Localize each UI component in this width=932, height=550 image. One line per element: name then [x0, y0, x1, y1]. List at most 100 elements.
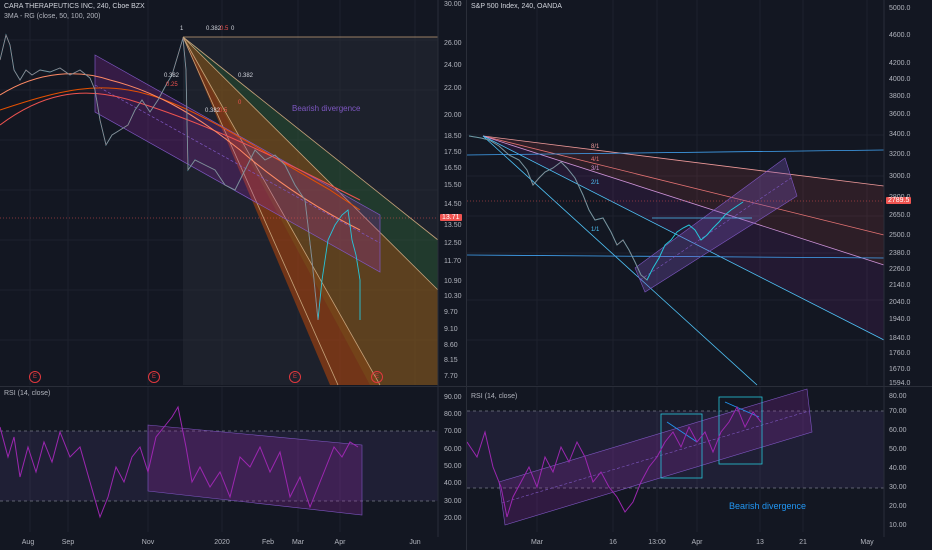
y-tick: 3200.0: [889, 151, 911, 158]
y-tick: 2380.0: [889, 250, 911, 257]
x-tick: Jun: [409, 539, 421, 546]
y-tick: 3600.0: [889, 111, 911, 118]
y-tick: 9.10: [444, 326, 458, 333]
left-chart-title: CARA THERAPEUTICS INC, 240, Cboe BZX: [4, 3, 145, 10]
x-tick: Nov: [141, 539, 155, 546]
fib-label: 0.382: [238, 73, 254, 79]
fib-label: 0.5: [220, 26, 229, 32]
rsi-box-1: [660, 413, 703, 479]
rsi-tick: 30.00: [889, 484, 907, 491]
rsi-tick: 90.00: [444, 394, 462, 401]
y-tick: 2260.0: [889, 266, 911, 273]
right-price-plot[interactable]: [467, 0, 932, 390]
y-tick: 4600.0: [889, 32, 911, 39]
left-rsi-plot[interactable]: [0, 387, 466, 537]
left-price-plot[interactable]: [0, 0, 466, 390]
left-range-box: [183, 37, 438, 385]
rsi-tick: 30.00: [444, 498, 462, 505]
y-tick: 2500.0: [889, 232, 911, 239]
y-tick: 20.00: [444, 112, 462, 119]
y-tick: 1594.0: [889, 380, 911, 387]
y-tick: 2650.0: [889, 212, 911, 219]
y-tick: 9.70: [444, 309, 458, 316]
fib-label: 0: [238, 100, 242, 106]
y-tick: 11.70: [444, 258, 461, 265]
earnings-marker[interactable]: E: [371, 371, 383, 383]
y-tick: 16.50: [444, 165, 462, 172]
y-tick: 2040.0: [889, 299, 911, 306]
right-rsi-title: RSI (14, close): [471, 393, 518, 400]
fan-label: 4/1: [591, 157, 600, 163]
y-tick: 3000.0: [889, 173, 911, 180]
y-tick: 10.90: [444, 278, 462, 285]
rsi-band: [0, 431, 438, 501]
rsi-tick: 10.00: [889, 522, 907, 529]
rsi-tick: 20.00: [444, 515, 462, 522]
y-tick: 26.00: [444, 40, 462, 47]
y-tick: 1840.0: [889, 335, 911, 342]
earnings-marker[interactable]: E: [289, 371, 301, 383]
fib-label: 0.382: [164, 73, 180, 79]
left-indicator-label: 3MA - RG (close, 50, 100, 200): [4, 13, 101, 20]
left-last-price-tag: 13.71: [440, 214, 462, 221]
rsi-tick: 50.00: [889, 446, 907, 453]
y-tick: 12.50: [444, 240, 462, 247]
x-tick: Mar: [530, 539, 544, 546]
x-tick: Feb: [261, 539, 275, 546]
y-tick: 17.50: [444, 149, 462, 156]
right-bearish-annotation: Bearish divergence: [729, 501, 807, 511]
fib-label: 0.382: [206, 26, 222, 32]
y-tick: 7.70: [444, 373, 458, 380]
fan-label: 3/1: [591, 166, 600, 172]
rsi-tick: 20.00: [889, 503, 907, 510]
x-tick: Sep: [61, 539, 75, 546]
fib-label: 1: [180, 26, 184, 32]
earnings-marker[interactable]: E: [29, 371, 41, 383]
fib-label: 0.25: [166, 82, 178, 88]
x-tick: Mar: [291, 539, 305, 546]
y-tick: 18.50: [444, 133, 462, 140]
y-tick: 3400.0: [889, 131, 911, 138]
y-tick: 8.15: [444, 357, 458, 364]
rsi-tick: 80.00: [444, 411, 462, 418]
rsi-divergence-channel: [147, 424, 363, 516]
rsi-box-2: [718, 396, 763, 465]
y-tick: 13.50: [444, 222, 462, 229]
price-line-red: [0, 34, 319, 321]
rsi-tick: 50.00: [444, 463, 462, 470]
right-chart-title: S&P 500 Index, 240, OANDA: [471, 3, 562, 10]
channel-mid: [94, 84, 381, 244]
y-tick: 1940.0: [889, 316, 911, 323]
fan-green: [183, 37, 438, 385]
earnings-marker[interactable]: E: [148, 371, 160, 383]
y-tick: 8.60: [444, 342, 458, 349]
rsi-tick: 60.00: [889, 427, 907, 434]
y-tick: 15.50: [444, 182, 462, 189]
fan-label: 8/1: [591, 144, 600, 150]
rsi-tick: 70.00: [889, 408, 907, 415]
rsi-tick: 40.00: [444, 480, 462, 487]
y-tick: 2140.0: [889, 282, 911, 289]
ma-100: [0, 92, 361, 201]
fib-label: 0.5: [219, 108, 228, 114]
y-tick: 4000.0: [889, 76, 911, 83]
x-tick: 16: [609, 539, 617, 546]
fan-orange: [183, 37, 438, 385]
right-last-price-tag: 2789.5: [886, 197, 912, 204]
y-tick: 14.50: [444, 201, 462, 208]
y-tick: 24.00: [444, 62, 462, 69]
x-tick: Aug: [21, 539, 35, 546]
x-tick: 13:00: [648, 539, 666, 546]
y-tick: 3800.0: [889, 93, 911, 100]
y-tick: 1760.0: [889, 350, 911, 357]
x-tick: Apr: [334, 539, 346, 546]
fan-label: 2/1: [591, 180, 600, 186]
right-rsi-plot[interactable]: [467, 387, 932, 537]
rsi-tick: 70.00: [444, 428, 462, 435]
rsi-tick: 80.00: [889, 393, 907, 400]
fan-label: 1/1: [591, 227, 600, 233]
right-chart-pane[interactable]: S&P 500 Index, 240, OANDA 8/1 4/1 3/1 2/…: [467, 0, 932, 550]
y-tick: 22.00: [444, 85, 462, 92]
left-chart-pane[interactable]: CARA THERAPEUTICS INC, 240, Cboe BZX 3MA…: [0, 0, 466, 550]
fan-lines: [182, 36, 439, 386]
